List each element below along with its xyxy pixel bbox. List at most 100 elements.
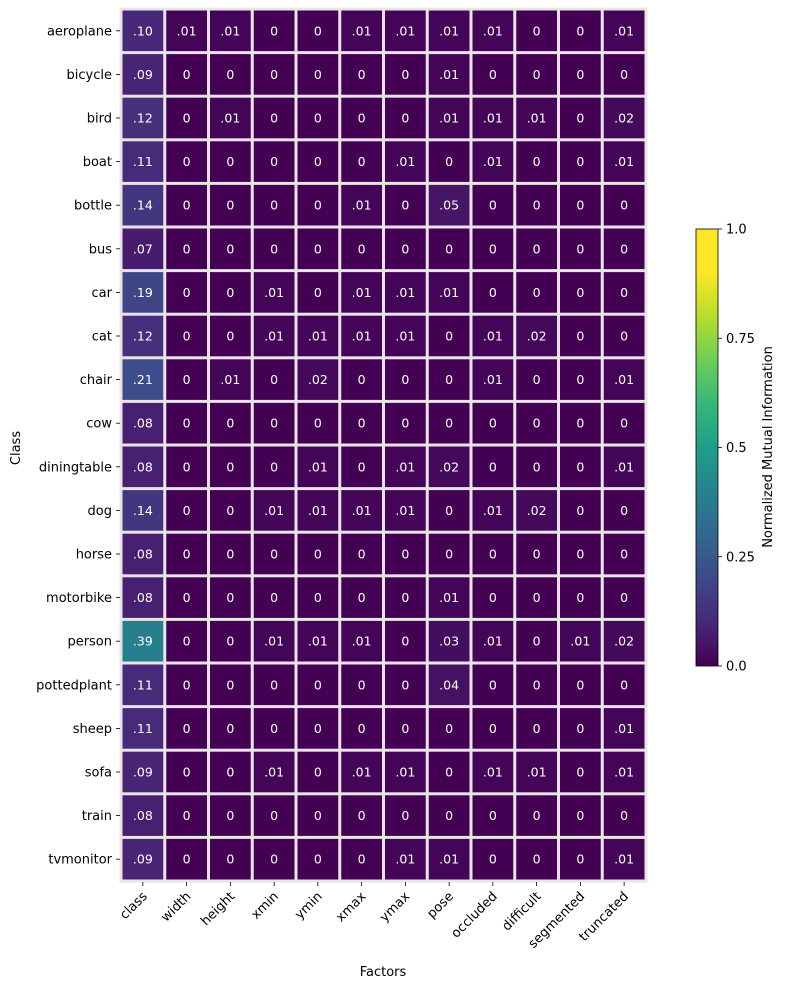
heatmap-cell [341,838,382,880]
cell-value-label: 0 [270,721,278,736]
cell-value-label: 0 [183,198,191,213]
heatmap-cell [253,54,295,95]
cell-value-label: 0 [314,765,322,780]
heatmap-cell [122,838,164,880]
cell-value-label: 0 [270,23,278,38]
heatmap-cell [428,708,470,749]
heatmap-cell [253,97,295,139]
cell-value-label: 0 [358,416,366,431]
x-tick-label: height [198,889,238,929]
heatmap-cell [385,184,426,226]
cell-value-label: 0 [183,372,191,387]
heatmap-cell [341,272,382,313]
cell-value-label: .01 [395,329,415,344]
cell-value-label: 0 [489,808,497,823]
cell-value-label: 0 [270,590,278,605]
heatmap-cell [385,272,426,313]
heatmap-cell [560,446,601,488]
heatmap-cell [516,97,557,139]
cell-value-label: 0 [358,852,366,867]
heatmap-cell [210,272,251,313]
cell-value-label: 0 [314,241,322,256]
heatmap-cell [166,141,207,182]
heatmap-cell [560,751,601,793]
cell-value-label: 0 [226,154,234,169]
heatmap-cell [516,446,557,488]
heatmap-cell [210,97,251,139]
heatmap-cell [428,184,470,226]
heatmap-cell [253,533,295,575]
cell-value-label: 0 [445,372,453,387]
heatmap-cell [341,533,382,575]
cell-value-label: 0 [401,241,409,256]
cell-value-label: 0 [576,329,584,344]
cell-value-label: 0 [576,808,584,823]
cell-value-label: 0 [401,590,409,605]
cell-value-label: .01 [220,111,240,126]
cell-value-label: 0 [183,459,191,474]
heatmap-cell [516,272,557,313]
heatmap-cell [385,838,426,880]
cell-value-label: 0 [489,285,497,300]
heatmap-cell [472,141,514,182]
cell-value-label: 0 [226,459,234,474]
cell-value-label: 0 [314,852,322,867]
cell-value-label: .11 [133,677,153,692]
heatmap-cell [603,664,645,706]
x-tick-label: xmax [333,889,369,925]
cell-value-label: 0 [226,590,234,605]
heatmap-cell [210,708,251,749]
heatmap-cell [210,795,251,836]
cell-value-label: 0 [620,416,628,431]
heatmap-cell [560,272,601,313]
heatmap-cell [428,533,470,575]
cell-value-label: 0 [401,416,409,431]
y-tick-label: diningtable [39,460,112,475]
cell-value-label: 0 [620,198,628,213]
y-tick-label: aeroplane [47,24,112,39]
heatmap-cell [385,490,426,531]
heatmap-cell [341,708,382,749]
cell-value-label: 0 [358,241,366,256]
cell-value-label: .01 [308,634,328,649]
heatmap-cell [122,359,164,400]
y-tick-label: car [92,286,113,301]
heatmap-cell [297,184,339,226]
heatmap-cell [166,402,207,444]
cell-value-label: .01 [527,111,547,126]
heatmap-cell [166,315,207,357]
cell-value-label: 0 [270,241,278,256]
heatmap-cell [297,97,339,139]
cell-value-label: 0 [314,547,322,562]
heatmap-cell [428,577,470,618]
cell-value-label: 0 [489,590,497,605]
heatmap-cell [122,97,164,139]
x-tick-label: class [117,889,151,923]
heatmap-cell [472,10,514,52]
cell-value-label: .01 [439,590,459,605]
heatmap-cell [472,708,514,749]
heatmap-cell [253,708,295,749]
x-tick-label: xmin [249,889,282,922]
cell-value-label: .14 [133,503,153,518]
heatmap-cell [385,620,426,662]
heatmap-cell [253,446,295,488]
cell-value-label: 0 [620,677,628,692]
heatmap-cell [166,97,207,139]
cell-value-label: 0 [183,285,191,300]
heatmap-cell [603,795,645,836]
cell-value-label: 0 [226,808,234,823]
cell-value-label: .08 [133,808,153,823]
cell-value-label: 0 [489,677,497,692]
cell-value-label: 0 [226,721,234,736]
heatmap-cell [560,228,601,270]
heatmap-cell [166,359,207,400]
cell-value-label: .01 [483,503,503,518]
heatmap-cell [297,141,339,182]
heatmap-cell [210,533,251,575]
heatmap-cell [166,490,207,531]
heatmap-cell [210,10,251,52]
heatmap-cell [122,620,164,662]
y-tick-label: pottedplant [36,678,112,693]
heatmap-cell [516,184,557,226]
